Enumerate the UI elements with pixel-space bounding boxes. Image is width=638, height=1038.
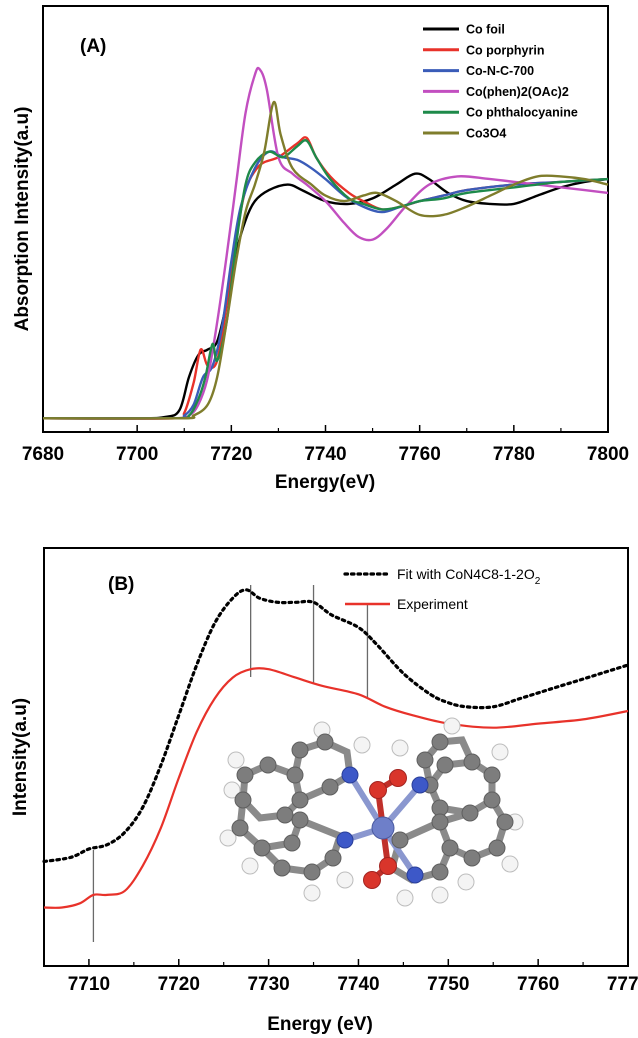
panel-a-x-axis-label: Energy(eV)	[275, 472, 375, 493]
panel-a-series-line-3	[42, 66, 609, 420]
panel-b-x-tick-label: 7740	[337, 974, 379, 995]
panel-a-chart: 7680 7700 7720 7740 7760 7780 7800 (A) Energy(…	[12, 5, 629, 493]
panel-a-legend-label: Co porphyrin	[466, 43, 544, 57]
panel-a-x-tick-label: 7680	[22, 444, 64, 465]
panel-b-x-tick-label: 7760	[517, 974, 559, 995]
panel-a-label: (A)	[80, 36, 106, 57]
panel-b-legend-label: Experiment	[397, 596, 468, 612]
panel-a-legend-label: Co3O4	[466, 127, 506, 141]
panel-a-x-tick-label: 7780	[493, 444, 535, 465]
panel-a-legend-label: Co phthalocyanine	[466, 106, 578, 120]
panel-b-series-line-0	[42, 588, 630, 864]
panel-b-x-tick-label: 7710	[68, 974, 110, 995]
panel-b-legend-label-subscript: 2	[535, 576, 541, 587]
panel-b-chart: 7710 7720 7730 7740 7750 7760 7770 (B) Energy …	[10, 547, 638, 1035]
panel-a-series-line-4	[42, 139, 609, 420]
panel-a-series-line-2	[42, 150, 609, 420]
panel-a-x-tick-label: 7760	[399, 444, 441, 465]
panel-a-legend: Co foil Co porphyrin Co-N-C-700 Co(phen)2(O…	[423, 23, 578, 141]
panel-b-x-tick-label: 7770	[607, 974, 638, 995]
panel-a-series-line-0	[42, 172, 609, 420]
panel-a-series-line-5	[42, 100, 609, 420]
panel-b-y-axis-label: Intensity(a.u)	[10, 698, 31, 816]
panel-b-label: (B)	[108, 574, 134, 595]
panel-a-legend-label: Co-N-C-700	[466, 64, 534, 78]
panel-b-legend: Fit with CoN4C8-1-2O2 Experiment	[343, 566, 541, 612]
panel-b-legend-label-text: Fit with CoN4C8-1-2O	[397, 566, 535, 582]
panel-b-x-tick-label: 7750	[427, 974, 469, 995]
panel-a-x-tick-label: 7800	[587, 444, 629, 465]
panel-b-x-tick-label: 7730	[247, 974, 289, 995]
panel-a-x-tick-label: 7740	[304, 444, 346, 465]
panel-a-legend-label: Co foil	[466, 23, 505, 37]
panel-a-x-tick-label: 7720	[210, 444, 252, 465]
panel-a-x-tick-label: 7700	[116, 444, 158, 465]
panel-b-legend-label-text: Experiment	[397, 596, 468, 612]
panel-b-legend-label: Fit with CoN4C8-1-2O2	[397, 566, 541, 587]
panel-a-y-axis-label: Absorption Intensity(a.u)	[12, 107, 33, 332]
panel-b-plot-frame	[43, 547, 629, 967]
panel-b-x-tick-label: 7720	[158, 974, 200, 995]
panel-b-x-axis-label: Energy (eV)	[267, 1014, 373, 1035]
molecule-structure-illustration	[219, 717, 524, 907]
panel-a-legend-label: Co(phen)2(OAc)2	[466, 85, 569, 99]
